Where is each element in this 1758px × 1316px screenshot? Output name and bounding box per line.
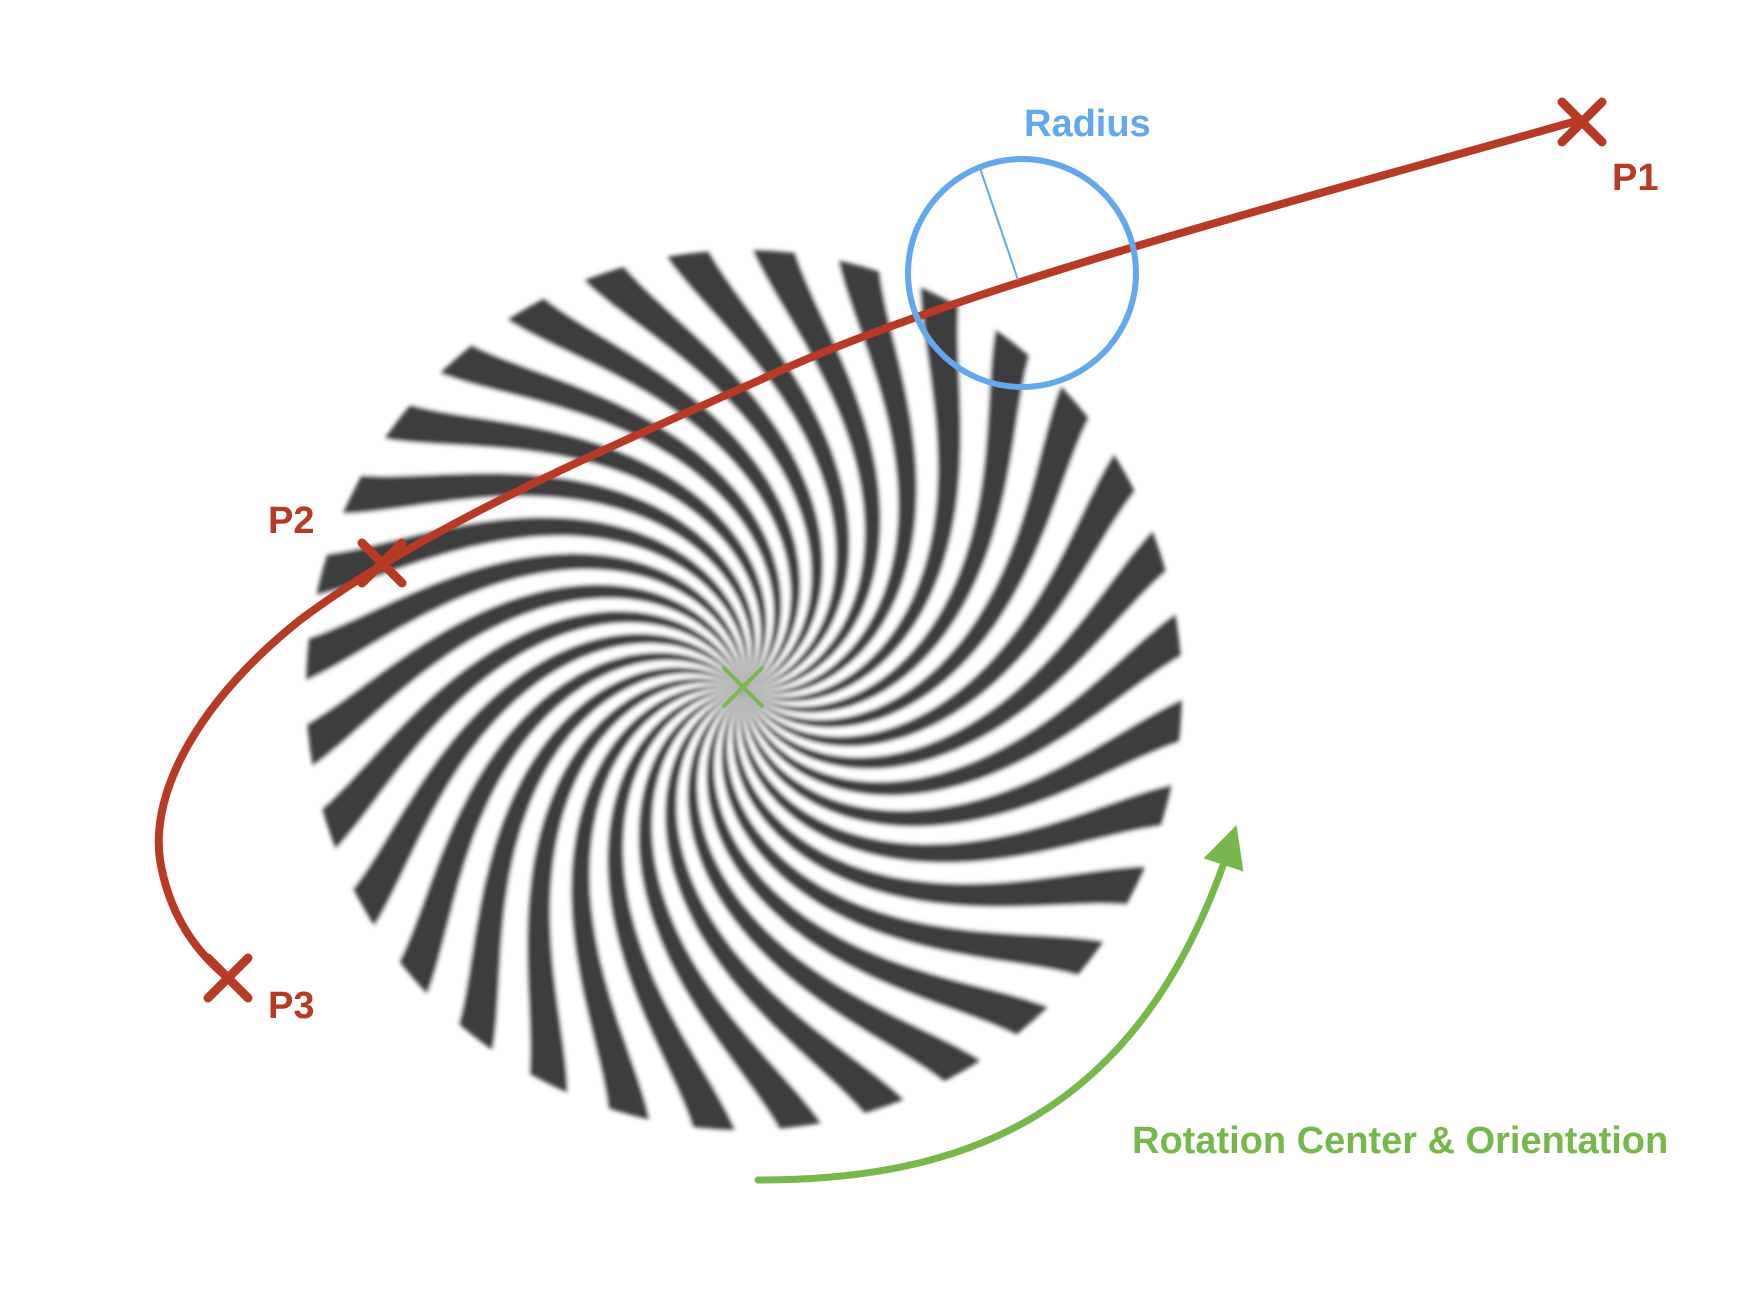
spiral-spoke (522, 678, 744, 1125)
spiral-spoke (739, 690, 1182, 863)
spiral-spoke (744, 250, 881, 691)
p2-marker-icon (357, 538, 407, 588)
spiral-spoke (482, 275, 801, 690)
rotation-label: Rotation Center & Orientation (1132, 1120, 1668, 1162)
spiral-spoke (743, 690, 1182, 827)
p2-label: P2 (268, 500, 314, 542)
spiral-spoke (652, 250, 850, 690)
spiral-spoke (329, 633, 744, 952)
rotation-orientation-arrow (754, 825, 1244, 1184)
spiral-spoke (744, 255, 966, 702)
spiral-spoke (306, 584, 744, 782)
p1-label: P1 (1612, 157, 1658, 199)
spiral-spoke (665, 690, 924, 1130)
spiral-spoke (306, 517, 749, 690)
spiral-spoke (306, 611, 744, 870)
spiral-spoke (638, 690, 836, 1130)
spiral-spoke (744, 250, 917, 695)
p3-label: P3 (268, 985, 314, 1027)
spiral-spoke (744, 510, 1182, 769)
radius-circle (905, 156, 1139, 390)
spiral-spoke (607, 689, 744, 1130)
p1-marker-icon (1557, 97, 1607, 147)
spiral-spoke (571, 685, 744, 1130)
spiral-spoke (732, 690, 1179, 912)
spiral-spoke (687, 690, 1006, 1105)
radius-indicator (905, 156, 1139, 390)
trajectory-curve (154, 116, 1584, 982)
spiral-spoke (744, 428, 1159, 747)
spiral-spoke (744, 598, 1182, 796)
spiral-spoke (306, 553, 745, 690)
rotation-center-icon (722, 666, 764, 708)
spiral-spoke (564, 250, 823, 690)
radius-label: Radius (1024, 103, 1151, 145)
radius-line (979, 167, 1019, 281)
spiral-spoke (309, 468, 756, 690)
p3-marker-icon (203, 953, 253, 1003)
